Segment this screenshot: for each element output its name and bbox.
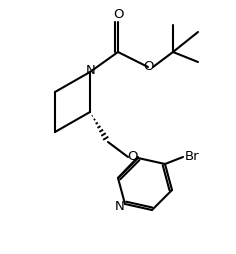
Text: N: N — [86, 65, 96, 77]
Text: O: O — [128, 151, 138, 164]
Text: Br: Br — [185, 151, 200, 164]
Text: O: O — [143, 59, 153, 72]
Text: N: N — [115, 199, 125, 213]
Text: O: O — [113, 8, 123, 22]
